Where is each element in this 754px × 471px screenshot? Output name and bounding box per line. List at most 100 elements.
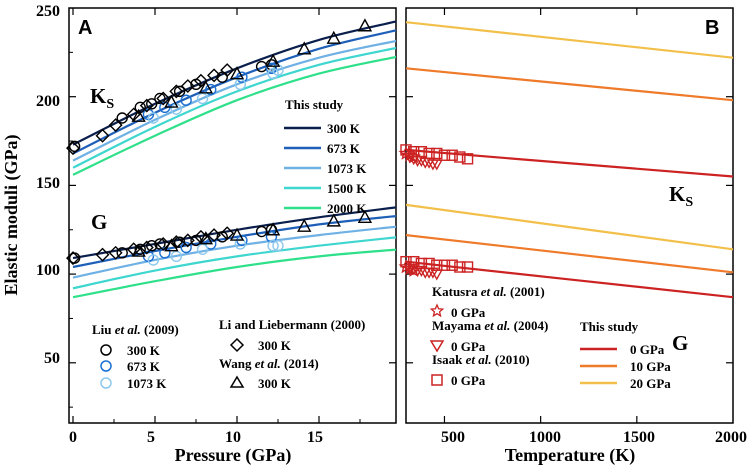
series-line-ks bbox=[72, 55, 396, 176]
legend-ref: Mayama et al. (2004) bbox=[432, 318, 548, 333]
data-point-diamond bbox=[220, 226, 235, 241]
legend-ref: Katusra et al. (2001) bbox=[432, 284, 545, 299]
legend-b-this-study: This study 0 GPa 10 GPa 20 GPa bbox=[580, 319, 671, 391]
series-line-ks bbox=[406, 21, 733, 59]
legend-label: 1073 K bbox=[327, 161, 367, 176]
x-tick-label: 0 bbox=[69, 429, 77, 446]
legend-ref: Isaak et al. (2010) bbox=[432, 352, 530, 367]
data-point-circle bbox=[147, 112, 160, 124]
legend-label: 1500 K bbox=[327, 181, 367, 196]
data-point-diamond bbox=[139, 240, 154, 255]
legend-marker-circle bbox=[100, 360, 112, 372]
data-point-circle bbox=[116, 112, 128, 124]
data-point-square bbox=[400, 144, 412, 156]
series-line-g bbox=[406, 234, 733, 274]
data-point-diamond bbox=[169, 84, 184, 99]
legend-label: 300 K bbox=[258, 338, 292, 353]
y-tick-label: 150 bbox=[36, 175, 60, 192]
data-point-square bbox=[438, 259, 451, 271]
data-point-circle bbox=[146, 98, 158, 110]
data-point-triangle bbox=[131, 108, 146, 122]
series-line-g bbox=[72, 248, 396, 299]
series-line-g bbox=[406, 203, 733, 251]
data-point-square bbox=[461, 261, 474, 273]
data-point-triangle bbox=[357, 209, 373, 224]
panel-b-series bbox=[406, 21, 733, 299]
data-point-square bbox=[423, 257, 435, 270]
data-point-square bbox=[454, 151, 466, 163]
data-point-circle bbox=[205, 83, 217, 96]
data-point-square bbox=[415, 257, 428, 270]
data-point-square bbox=[407, 145, 420, 158]
legend-marker-circle bbox=[100, 344, 112, 356]
data-point-circle bbox=[180, 94, 192, 106]
data-point-circle bbox=[154, 238, 166, 250]
legend-marker-diamond bbox=[229, 337, 245, 353]
legend-label: 673 K bbox=[127, 359, 161, 374]
panel-a-points bbox=[66, 18, 373, 266]
panel-a-ticks bbox=[69, 8, 396, 423]
data-point-triangle bbox=[297, 41, 312, 55]
data-point-circle bbox=[180, 241, 192, 254]
data-point-diamond bbox=[180, 79, 195, 94]
panel-a-label: A bbox=[78, 17, 92, 39]
x-tick-label: 500 bbox=[441, 429, 465, 446]
y-axis-title: Elastic moduli (GPa) bbox=[1, 134, 22, 295]
ks-label: KS bbox=[90, 84, 114, 112]
data-point-square bbox=[423, 147, 435, 160]
data-point-diamond bbox=[139, 98, 154, 113]
data-point-square bbox=[438, 149, 451, 161]
data-point-triangle bbox=[164, 238, 179, 252]
data-point-circle bbox=[267, 240, 279, 252]
data-point-square bbox=[446, 149, 458, 161]
data-point-diamond bbox=[108, 118, 123, 133]
series-line-g bbox=[406, 260, 733, 299]
data-point-diamond bbox=[156, 91, 171, 106]
data-point-triangle bbox=[131, 243, 146, 257]
data-point-diamond bbox=[220, 63, 235, 78]
legend-b-experimental: Katusra et al. (2001) 0 GPa Mayama et al… bbox=[429, 284, 548, 388]
data-point-triangle bbox=[265, 53, 281, 67]
x-tick-label: 1000 bbox=[529, 429, 561, 446]
x-axis-title: Temperature (K) bbox=[505, 445, 635, 466]
legend-a-this-study: This study 300 K 673 K 1073 K 1500 K 200… bbox=[284, 97, 367, 216]
legend-label: 10 GPa bbox=[630, 359, 671, 374]
x-tick-label: 5 bbox=[147, 429, 155, 446]
data-point-circle bbox=[236, 71, 248, 83]
data-point-diamond bbox=[66, 251, 80, 266]
data-point-diamond bbox=[193, 73, 208, 88]
data-point-diamond bbox=[156, 236, 171, 251]
legend-marker-star bbox=[429, 303, 445, 318]
data-point-diamond bbox=[180, 233, 195, 248]
panel-a-series bbox=[72, 20, 396, 299]
ks-label: KS bbox=[669, 182, 693, 210]
y-tick-label: 200 bbox=[36, 93, 60, 110]
legend-ref: Li and Liebermann (2000) bbox=[219, 317, 365, 332]
x-tick-label: 1500 bbox=[623, 429, 655, 446]
legend-title: This study bbox=[580, 319, 639, 334]
data-point-triangle-down bbox=[415, 265, 428, 277]
data-point-triangle bbox=[357, 18, 373, 32]
data-point-diamond bbox=[95, 247, 110, 262]
legend-marker-square bbox=[431, 374, 443, 386]
legend-label: 0 GPa bbox=[451, 339, 486, 354]
data-point-square bbox=[446, 259, 458, 271]
data-point-triangle bbox=[229, 66, 245, 80]
data-point-diamond bbox=[108, 245, 123, 260]
g-label: G bbox=[672, 331, 688, 355]
data-point-circle bbox=[265, 62, 278, 75]
legend-ref: Wang et al. (2014) bbox=[219, 356, 319, 371]
data-point-square bbox=[407, 255, 420, 268]
legend-label: 300 K bbox=[258, 376, 292, 391]
data-point-circle bbox=[134, 243, 146, 255]
panel-b-ticks bbox=[406, 8, 733, 423]
data-point-square bbox=[400, 255, 412, 268]
series-line-g bbox=[72, 214, 396, 269]
legend-label: 1073 K bbox=[127, 376, 167, 391]
data-point-diamond bbox=[207, 228, 222, 243]
panel-b-frame bbox=[405, 7, 734, 424]
x-tick-label: 10 bbox=[225, 429, 241, 446]
legend-marker-circle bbox=[100, 377, 112, 389]
data-point-square bbox=[454, 261, 466, 273]
data-point-circle bbox=[116, 247, 128, 259]
